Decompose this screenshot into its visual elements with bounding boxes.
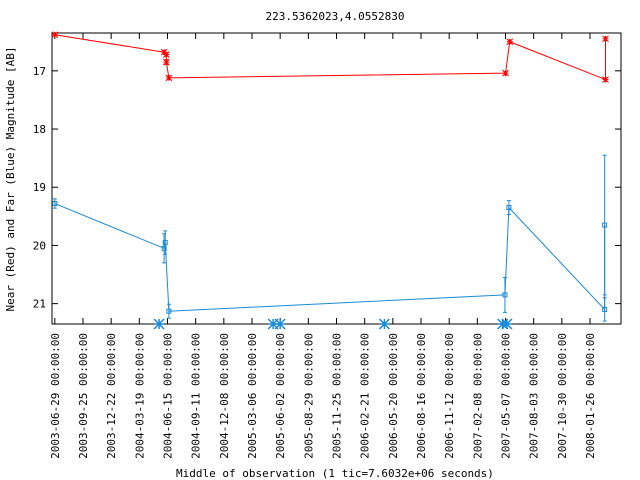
y-tick-label: 21 <box>33 298 46 311</box>
series-line <box>54 203 606 312</box>
x-axis-label: Middle of observation (1 tic=7.6032e+06 … <box>176 467 494 480</box>
bottom-marker <box>153 318 165 330</box>
data-point <box>163 51 170 58</box>
x-tick-label: 2004-06-15 00:00:00 <box>161 333 174 459</box>
x-tick-label: 2005-08-29 00:00:00 <box>302 333 315 459</box>
y-ticks: 17 18 19 20 21 <box>33 65 621 311</box>
plot-frame <box>51 32 622 325</box>
y-tick-label: 18 <box>33 123 46 136</box>
x-tick-label: 2007-05-07 00:00:00 <box>500 333 513 459</box>
x-tick-label: 2006-11-12 00:00:00 <box>443 333 456 459</box>
x-tick-label: 2006-05-20 00:00:00 <box>387 333 400 459</box>
y-tick-label: 20 <box>33 239 46 252</box>
chart-title: 223.5362023,4.0552830 <box>265 10 404 23</box>
x-tick-label: 2003-09-25 00:00:00 <box>77 333 90 459</box>
x-tick-label: 2005-06-02 00:00:00 <box>274 333 287 459</box>
x-tick-label: 2006-08-16 00:00:00 <box>415 333 428 459</box>
star-stroke <box>165 74 173 82</box>
star-stroke <box>163 51 170 58</box>
data-point <box>163 58 170 66</box>
data-point <box>506 205 512 211</box>
x-ticks: 2003-06-29 00:00:00 2003-09-25 00:00:00 20… <box>49 33 597 459</box>
data-point <box>602 76 609 83</box>
y-tick-label: 17 <box>33 65 46 78</box>
star-stroke <box>602 76 609 83</box>
x-tick-label: 2005-03-06 00:00:00 <box>246 333 259 459</box>
data-point <box>602 222 608 228</box>
data-point <box>502 69 509 77</box>
asterisk-stroke <box>501 318 513 330</box>
asterisk-stroke <box>378 318 390 330</box>
data-point <box>51 31 59 39</box>
bottom-marker <box>274 318 286 330</box>
x-tick-label: 2004-09-11 00:00:00 <box>190 333 203 459</box>
x-tick-label: 2007-02-08 00:00:00 <box>471 333 484 459</box>
star-stroke <box>51 31 59 39</box>
asterisk-stroke <box>274 318 286 330</box>
star-stroke <box>602 35 609 43</box>
series-line <box>54 34 607 81</box>
x-tick-label: 2004-03-19 00:00:00 <box>133 333 146 459</box>
x-tick-label: 2004-12-08 00:00:00 <box>218 333 231 459</box>
star-stroke <box>502 69 509 77</box>
asterisk-stroke <box>153 318 165 330</box>
x-tick-label: 2005-11-25 00:00:00 <box>331 333 344 459</box>
x-tick-label: 2008-01-26 00:00:00 <box>584 333 597 459</box>
series-near-red <box>51 31 609 83</box>
star-stroke <box>506 38 514 46</box>
data-point <box>161 245 167 251</box>
y-tick-label: 19 <box>33 181 46 194</box>
data-point <box>162 240 168 246</box>
y-axis-label: Near (Red) and Far (Blue) Magnitude [AB] <box>4 47 17 312</box>
bottom-marker <box>501 318 513 330</box>
x-tick-label: 2003-12-22 00:00:00 <box>105 333 118 459</box>
plot-area <box>51 31 609 330</box>
data-point <box>165 74 173 82</box>
data-point <box>502 292 508 298</box>
x-tick-label: 2003-06-29 00:00:00 <box>49 333 62 459</box>
series-far-blue <box>52 154 608 322</box>
star-stroke <box>163 58 170 66</box>
bottom-markers <box>153 318 513 330</box>
data-point <box>166 308 172 314</box>
x-tick-label: 2007-10-30 00:00:00 <box>556 333 569 459</box>
x-tick-label: 2006-02-21 00:00:00 <box>359 333 372 459</box>
bottom-marker <box>378 318 390 330</box>
data-point <box>602 306 608 312</box>
data-point <box>602 35 609 43</box>
data-point <box>52 201 58 207</box>
data-point <box>506 38 514 46</box>
x-tick-label: 2007-08-03 00:00:00 <box>528 333 541 459</box>
